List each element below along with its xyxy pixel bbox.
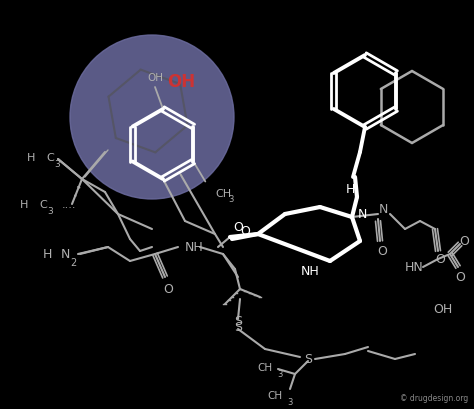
Text: CH: CH — [267, 390, 283, 400]
Text: CH: CH — [257, 362, 273, 372]
Text: C: C — [39, 200, 47, 209]
Text: ....: .... — [62, 200, 76, 209]
Text: N: N — [60, 248, 70, 261]
Text: H: H — [346, 183, 355, 196]
Text: NH: NH — [301, 265, 319, 278]
Text: O: O — [435, 253, 445, 266]
Text: © drugdesign.org: © drugdesign.org — [400, 393, 468, 402]
Text: S: S — [234, 321, 242, 334]
Text: OH: OH — [433, 303, 453, 316]
Text: S: S — [304, 353, 312, 366]
Text: C: C — [46, 153, 54, 163]
Text: O: O — [240, 225, 250, 238]
Text: N: N — [358, 208, 367, 221]
Text: OH: OH — [167, 73, 195, 91]
Text: OH: OH — [147, 73, 163, 83]
Text: 3: 3 — [228, 195, 234, 204]
Text: 2: 2 — [70, 257, 76, 267]
Text: NH: NH — [185, 241, 204, 254]
Circle shape — [70, 36, 234, 200]
Text: O: O — [455, 271, 465, 284]
Text: O: O — [163, 283, 173, 296]
Text: 3: 3 — [47, 207, 53, 216]
Text: O: O — [233, 221, 243, 234]
Text: 3: 3 — [287, 398, 292, 407]
Text: N: N — [378, 203, 388, 216]
Text: O: O — [377, 245, 387, 258]
Text: H: H — [19, 200, 28, 209]
Text: H: H — [43, 248, 52, 261]
Text: 3: 3 — [54, 160, 60, 169]
Text: 3: 3 — [277, 370, 283, 379]
Text: H: H — [27, 153, 35, 163]
Text: O: O — [459, 235, 469, 248]
Text: S: S — [234, 315, 242, 328]
Text: CH: CH — [215, 189, 231, 199]
Text: HN: HN — [405, 261, 424, 274]
